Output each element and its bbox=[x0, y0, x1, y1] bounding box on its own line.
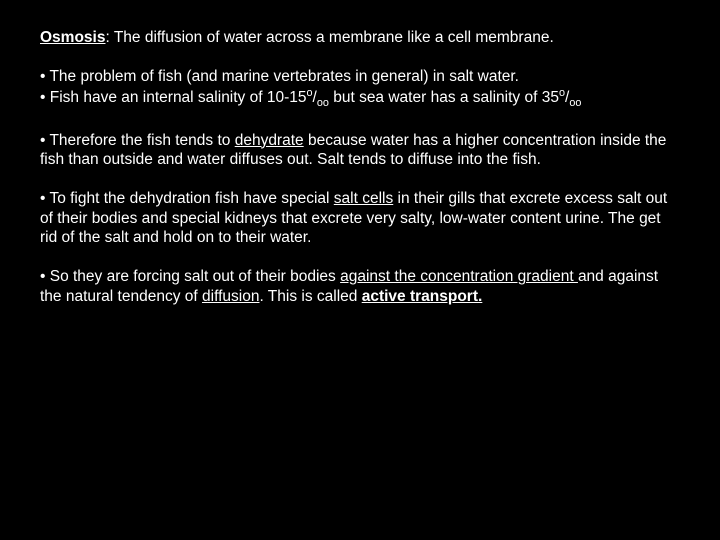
text-fish-problem: The problem of fish (and marine vertebra… bbox=[49, 68, 519, 85]
text-at-a: So they are forcing salt out of their bo… bbox=[50, 268, 340, 285]
term-dehydrate: dehydrate bbox=[235, 132, 304, 149]
text-dehydrate-a: Therefore the fish tends to bbox=[49, 132, 234, 149]
term-against-gradient: against the concentration gradient bbox=[340, 268, 578, 285]
permil-sub-1: oo bbox=[317, 97, 329, 109]
text-saltcells-a: To fight the dehydration fish have speci… bbox=[49, 190, 333, 207]
para-active-transport: • So they are forcing salt out of their … bbox=[40, 267, 680, 306]
text-salinity-b: but sea water has a salinity of 35 bbox=[329, 89, 559, 106]
permil-sub-2: oo bbox=[569, 97, 581, 109]
para-dehydrate: • Therefore the fish tends to dehydrate … bbox=[40, 131, 680, 170]
text-salinity-a: Fish have an internal salinity of 10-15 bbox=[50, 89, 307, 106]
term-osmosis: Osmosis bbox=[40, 29, 105, 46]
term-salt-cells: salt cells bbox=[334, 190, 393, 207]
para-osmosis-def: Osmosis: The diffusion of water across a… bbox=[40, 28, 680, 47]
para-salt-cells: • To fight the dehydration fish have spe… bbox=[40, 189, 680, 247]
term-diffusion: diffusion bbox=[202, 288, 259, 305]
bullet-salinity: • Fish have an internal salinity of 10-1… bbox=[40, 89, 581, 106]
term-active-transport: active transport. bbox=[362, 288, 483, 305]
para-fish-problem: • The problem of fish (and marine verteb… bbox=[40, 67, 680, 110]
def-osmosis: : The diffusion of water across a membra… bbox=[105, 29, 553, 46]
text-at-c: . This is called bbox=[259, 288, 361, 305]
bullet-fish-problem: • The problem of fish (and marine verteb… bbox=[40, 67, 680, 86]
